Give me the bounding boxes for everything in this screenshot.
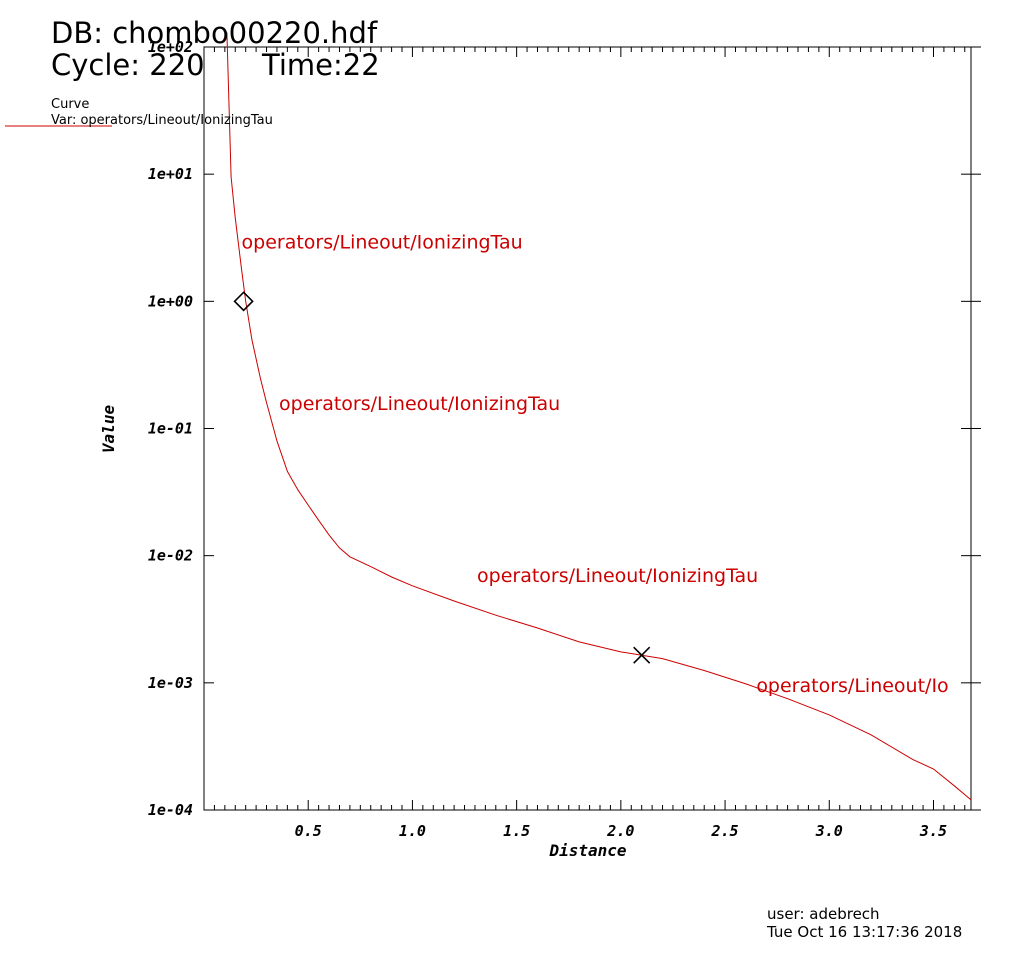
x-axis-title: Distance [548, 841, 626, 860]
date-stamp: Tue Oct 16 13:17:36 2018 [767, 923, 963, 941]
y-tick-label: 1e-03 [148, 674, 193, 692]
x-tick-label: 1.5 [503, 822, 530, 840]
x-tick-label: 0.5 [295, 822, 322, 840]
y-tick-label: 1e+00 [148, 292, 193, 310]
x-tick-label: 1.0 [399, 822, 426, 840]
series-layer [226, 32, 971, 801]
curve-label: operators/Lineout/IonizingTau [242, 232, 523, 254]
y-axis-title: Value [99, 405, 118, 454]
annotation-layer: operators/Lineout/IonizingTau operators/L… [242, 232, 949, 697]
user-stamp: user: adebrech [767, 905, 880, 923]
x-axis: 0.5 1.0 1.5 2.0 2.5 3.0 3.5 [203, 47, 966, 840]
time-label: Time:22 [262, 48, 380, 82]
y-tick-label: 1e+02 [148, 38, 193, 56]
diamond-marker [233, 291, 254, 312]
y-tick-label: 1e-02 [148, 547, 193, 565]
y-tick-label: 1e-04 [148, 801, 193, 819]
curve-label: operators/Lineout/IonizingTau [279, 393, 560, 415]
x-tick-label: 3.5 [919, 822, 947, 840]
cross-marker-stroke [633, 646, 651, 664]
series-line [226, 32, 971, 801]
curve-label: operators/Lineout/IonizingTau [477, 565, 758, 587]
x-tick-label: 2.0 [606, 822, 634, 840]
cycle-label: Cycle: 220 [51, 48, 205, 82]
y-tick-label: 1e+01 [148, 165, 193, 183]
legend-title: Curve [51, 97, 90, 112]
curve-label: operators/Lineout/Io [756, 675, 948, 697]
legend-var-label: Var: operators/Lineout/IonizingTau [51, 113, 273, 128]
database-title: DB: chombo00220.hdf [51, 16, 378, 50]
y-axis: 1e-04 1e-03 1e-02 1e-01 1e+00 1e+01 1e+02 [148, 38, 981, 819]
x-tick-label: 2.5 [711, 822, 739, 840]
cross-marker [633, 646, 651, 664]
x-tick-label: 3.0 [815, 822, 843, 840]
y-tick-label: 1e-01 [148, 420, 193, 438]
marker-layer [233, 291, 651, 664]
